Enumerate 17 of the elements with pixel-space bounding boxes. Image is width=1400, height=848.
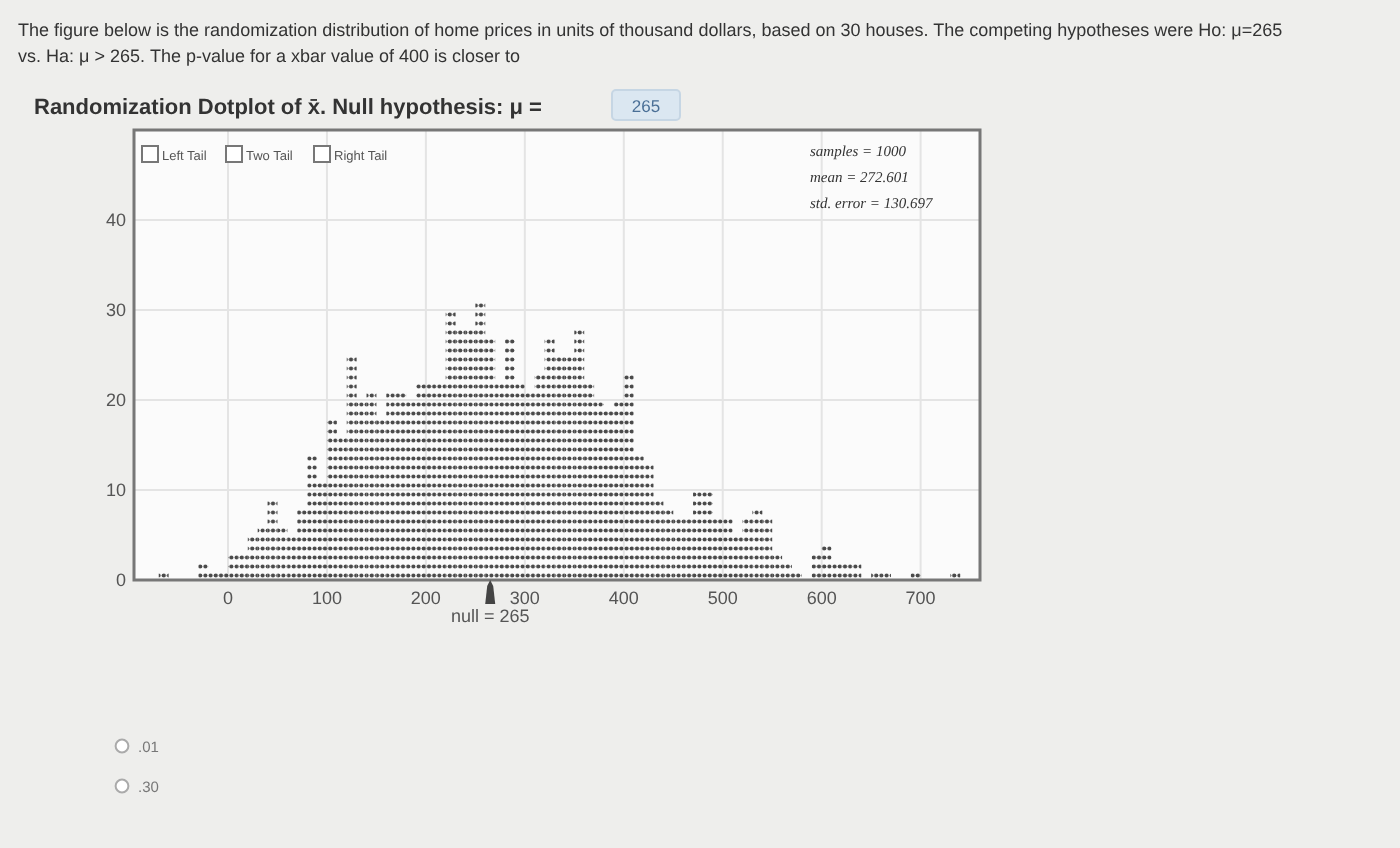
y-tick-label: 0 [115,570,126,590]
y-tick-label: 30 [105,300,126,320]
x-tick-label: 200 [410,588,441,608]
y-tick-label: 20 [105,390,126,410]
annotation: null = 265 [450,606,530,626]
x-tick-label: 400 [608,588,639,608]
y-tick-label: 10 [105,480,126,500]
chart-title: Randomization Dotplot of x̄. Null hypothesis: μ = [34,96,542,120]
x-tick-label: 500 [707,588,738,608]
text: 265 [631,96,661,116]
x-tick-label: 300 [509,588,540,608]
x-tick-label: 600 [806,588,837,608]
x-tick-label: 100 [311,588,342,608]
x-tick-label: 0 [222,588,234,608]
chart-subtitle: The figure below is the randomization distribution of home prices in units of thousand dollars, based on 30 houses. The competing hypotheses were Ho: μ=265 vs. Ha: μ > 265. The p-value for a xbar value of 400 is closer to [18,20,1283,66]
y-tick-label: 40 [105,210,126,230]
x-tick-label: 700 [905,588,936,608]
